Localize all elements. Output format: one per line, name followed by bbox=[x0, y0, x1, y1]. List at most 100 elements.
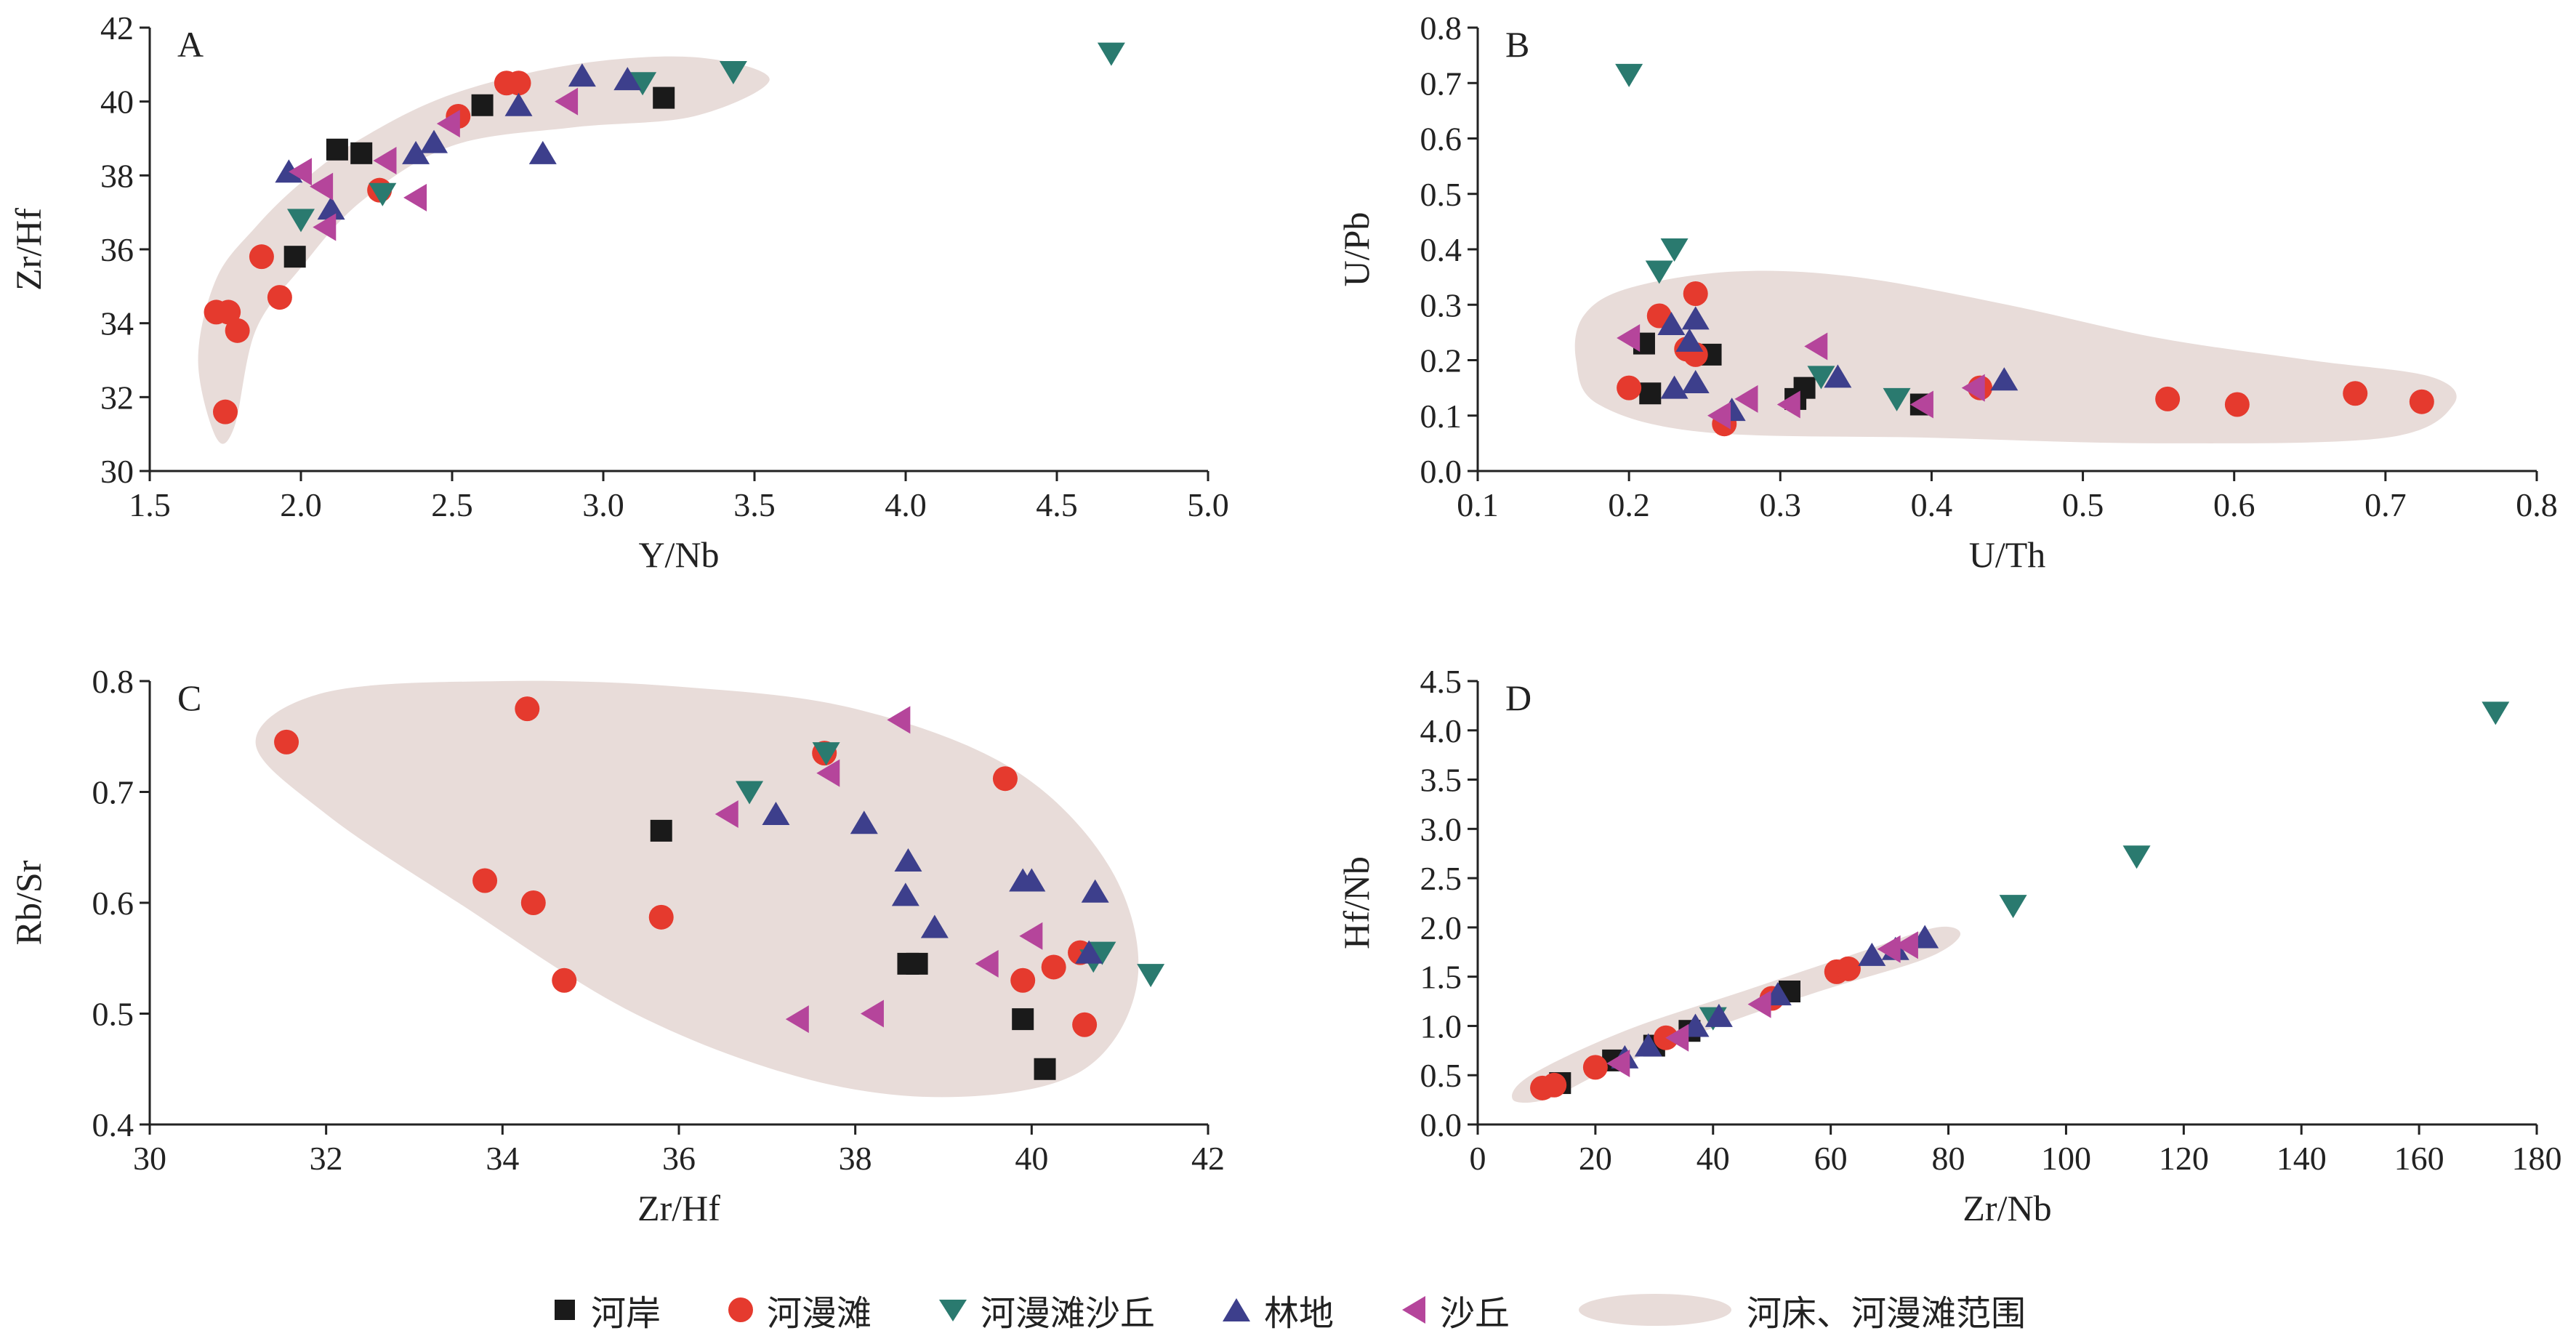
data-point-woodland bbox=[920, 914, 949, 938]
x-tick-label: 40 bbox=[1015, 1140, 1048, 1177]
data-point-woodland bbox=[1018, 868, 1046, 892]
data-point-riverbank bbox=[1012, 1008, 1034, 1031]
square-marker-icon bbox=[554, 1300, 575, 1320]
y-tick-label: 0.8 bbox=[1420, 9, 1462, 47]
data-point-floodplain bbox=[506, 71, 531, 96]
data-point-woodland bbox=[568, 63, 596, 87]
data-point-woodland bbox=[894, 848, 922, 872]
x-tick-label: 0.8 bbox=[2516, 486, 2558, 523]
y-tick-label: 0.2 bbox=[1420, 342, 1462, 379]
data-point-woodland bbox=[275, 159, 303, 183]
data-point-woodland bbox=[1634, 1033, 1662, 1057]
data-point-floodplain-dune bbox=[1137, 964, 1165, 988]
x-tick-label: 160 bbox=[2394, 1140, 2444, 1177]
data-point-woodland bbox=[1675, 328, 1704, 352]
data-point-dune bbox=[1606, 1049, 1630, 1077]
data-point-woodland bbox=[528, 140, 557, 164]
data-point-woodland bbox=[317, 196, 345, 220]
x-axis-title: Zr/Nb bbox=[1963, 1188, 2051, 1228]
y-tick-label: 3.0 bbox=[1420, 810, 1462, 848]
data-point-floodplain bbox=[216, 299, 241, 325]
region-shape bbox=[255, 680, 1139, 1098]
x-tick-label: 60 bbox=[1814, 1140, 1848, 1177]
data-point-dune bbox=[1665, 1023, 1689, 1052]
panel-d: 0 20 40 60 80 100 120 140 160 180 0.0 0.5 1.0 1.5 2.0 2… bbox=[1336, 663, 2562, 1228]
x-tick-label: 0.5 bbox=[2062, 486, 2104, 523]
x-axis-title: Zr/Hf bbox=[637, 1188, 720, 1228]
y-tick-label: 0.0 bbox=[1420, 1106, 1462, 1143]
data-point-woodland bbox=[1075, 940, 1103, 964]
data-point-woodland bbox=[613, 67, 642, 91]
data-point-dune bbox=[816, 759, 840, 787]
data-point-floodplain bbox=[1582, 1055, 1608, 1080]
y-tick-label: 0.3 bbox=[1420, 286, 1462, 323]
data-point-riverbank bbox=[1639, 382, 1662, 405]
data-point-floodplain bbox=[225, 318, 250, 343]
data-point-dune bbox=[403, 183, 427, 212]
data-point-riverbank bbox=[1034, 1058, 1056, 1080]
panel-b: 0.1 0.2 0.3 0.4 0.5 0.6 0.7 0.80.00.10.20.30.40… bbox=[1336, 9, 2558, 575]
legend-item-floodplain: 河漫滩 bbox=[726, 1284, 872, 1335]
data-point-floodplain bbox=[520, 890, 546, 915]
y-tick-label: 0.5 bbox=[92, 996, 134, 1033]
x-tick-label: 40 bbox=[1696, 1140, 1730, 1177]
data-point-floodplain bbox=[552, 967, 577, 993]
y-tick-label: 0.8 bbox=[92, 663, 134, 700]
data-point-floodplain bbox=[249, 244, 274, 270]
circle-marker-icon bbox=[728, 1297, 753, 1322]
panel-c: 30 32 34 36 38 40 42 0.4 0.5 0.6 0.7 0.8 Zr/Hf Rb/Sr C bbox=[8, 663, 1225, 1228]
data-point-woodland bbox=[1681, 370, 1710, 393]
legend: 河岸 河漫滩 河漫滩沙丘 林地 沙丘 河床、河漫滩范围 bbox=[0, 1281, 2576, 1339]
data-point-floodplain-dune bbox=[1097, 42, 1125, 66]
data-point-floodplain bbox=[2343, 381, 2368, 406]
data-point-floodplain bbox=[515, 696, 540, 722]
data-point-floodplain bbox=[1010, 967, 1036, 993]
y-tick-label: 36 bbox=[100, 231, 134, 268]
legend-label-woodland: 林地 bbox=[1264, 1295, 1335, 1333]
x-tick-label: 180 bbox=[2512, 1140, 2562, 1177]
data-point-woodland bbox=[504, 92, 533, 116]
x-tick-label: 34 bbox=[486, 1140, 519, 1177]
data-point-woodland bbox=[762, 802, 790, 825]
data-point-floodplain bbox=[267, 285, 292, 310]
data-point-woodland bbox=[1824, 364, 1852, 388]
legend-label-region: 河床、河漫滩范围 bbox=[1747, 1295, 2026, 1333]
data-point-riverbank bbox=[350, 142, 373, 164]
data-point-woodland bbox=[1681, 306, 1710, 330]
data-point-dune bbox=[1707, 401, 1731, 430]
triangle-up-marker-icon bbox=[1223, 1298, 1250, 1321]
data-point-floodplain bbox=[2155, 386, 2181, 411]
data-point-dune bbox=[436, 110, 460, 138]
x-tick-label: 4.0 bbox=[885, 486, 927, 523]
y-tick-label: 0.6 bbox=[92, 885, 134, 922]
y-tick-label: 32 bbox=[100, 379, 134, 416]
data-point-dune bbox=[975, 949, 999, 978]
x-tick-label: 36 bbox=[662, 1140, 696, 1177]
y-tick-label: 34 bbox=[100, 305, 134, 342]
data-point-dune bbox=[860, 999, 884, 1028]
x-tick-label: 3.0 bbox=[582, 486, 624, 523]
legend-item-riverbank: 河岸 bbox=[550, 1284, 661, 1335]
data-point-dune bbox=[715, 800, 738, 828]
x-axis-title: Y/Nb bbox=[638, 534, 719, 575]
data-point-dune bbox=[313, 213, 337, 241]
data-point-dune bbox=[1894, 931, 1918, 959]
data-point-dune bbox=[1776, 390, 1800, 419]
data-point-dune bbox=[310, 172, 334, 201]
x-tick-label: 0.1 bbox=[1457, 486, 1499, 523]
data-point-dune bbox=[1019, 922, 1043, 950]
y-axis-title: Zr/Hf bbox=[8, 208, 49, 291]
data-point-dune bbox=[1877, 935, 1901, 963]
x-tick-label: 30 bbox=[133, 1140, 166, 1177]
y-tick-label: 0.0 bbox=[1420, 453, 1462, 490]
data-point-dune bbox=[887, 706, 911, 734]
data-point-floodplain bbox=[1041, 954, 1066, 980]
panel-label: B bbox=[1505, 24, 1529, 65]
data-point-dune bbox=[1747, 990, 1771, 1018]
x-tick-label: 120 bbox=[2159, 1140, 2209, 1177]
x-tick-label: 0.2 bbox=[1608, 486, 1650, 523]
data-point-woodland bbox=[1081, 879, 1109, 903]
y-tick-label: 42 bbox=[100, 9, 134, 47]
x-tick-label: 1.5 bbox=[129, 486, 171, 523]
